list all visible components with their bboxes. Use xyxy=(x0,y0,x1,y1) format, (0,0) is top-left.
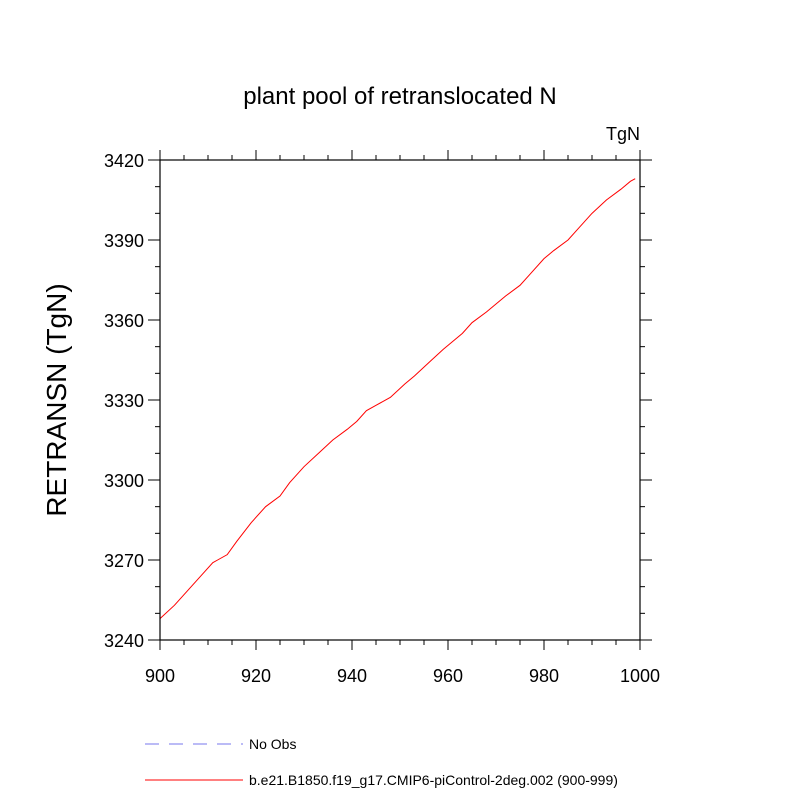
series-layer xyxy=(159,178,636,620)
y-axis-ticks: 3240 3270 3300 3330 3360 3390 3420 xyxy=(104,151,652,651)
x-tick-label: 900 xyxy=(145,666,175,686)
x-tick-label: 1000 xyxy=(620,666,660,686)
y-tick-label: 3330 xyxy=(104,391,144,411)
x-tick-label: 940 xyxy=(337,666,367,686)
chart-title: plant pool of retranslocated N xyxy=(243,83,557,110)
y-tick-label: 3420 xyxy=(104,151,144,171)
legend: No Obs b.e21.B1850.f19_g17.CMIP6-piContr… xyxy=(145,736,618,788)
y-tick-label: 3240 xyxy=(104,631,144,651)
y-tick-label: 3360 xyxy=(104,311,144,331)
x-tick-label: 980 xyxy=(529,666,559,686)
x-tick-label: 960 xyxy=(433,666,463,686)
legend-label-no-obs: No Obs xyxy=(249,736,296,752)
x-tick-label: 920 xyxy=(241,666,271,686)
series-line-0 xyxy=(159,178,636,620)
legend-label-control-run: b.e21.B1850.f19_g17.CMIP6-piControl-2deg… xyxy=(249,772,618,788)
y-tick-label: 3300 xyxy=(104,471,144,491)
plot-frame xyxy=(159,159,641,641)
y-tick-label: 3390 xyxy=(104,231,144,251)
y-axis-label: RETRANSN (TgN) xyxy=(41,283,72,516)
units-label: TgN xyxy=(606,124,640,144)
y-tick-label: 3270 xyxy=(104,551,144,571)
x-axis-ticks: 900 920 940 960 980 1000 xyxy=(145,150,660,686)
